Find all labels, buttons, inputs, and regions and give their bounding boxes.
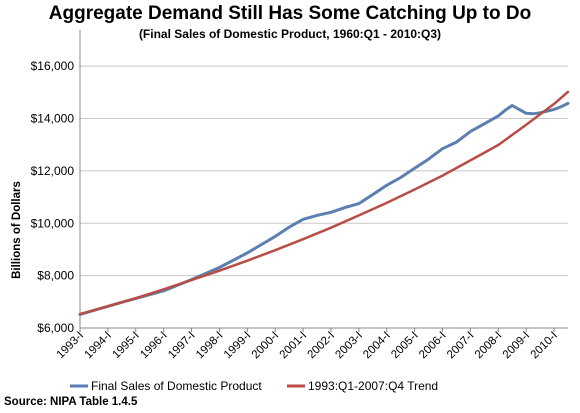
chart-subtitle: (Final Sales of Domestic Product, 1960:Q… [138,27,442,41]
x-tick-label: 2006-I [417,330,449,362]
legend: Final Sales of Domestic Product 1993:Q1-2… [70,379,438,393]
y-tick-labels: $6,000 $8,000 $10,000 $12,000 $14,000 $16,000 [31,59,75,335]
x-tick-label: 1997-I [166,330,198,362]
x-tick-labels: 1993-I1994-I1995-I1996-I1997-I1998-I1999… [55,330,561,362]
x-tick-label: 1999-I [222,330,254,362]
y-tick-label: $14,000 [31,112,75,126]
x-tick-label: 2002-I [306,330,338,362]
series-line [78,101,570,316]
x-tick-label: 2005-I [389,330,421,362]
source-note: Source: NIPA Table 1.4.5 [4,396,138,408]
y-tick-label: $10,000 [31,216,75,230]
x-tick-label: 1994-I [82,330,114,362]
x-tick-label: 1998-I [194,330,226,362]
x-tick-label: 2008-I [473,330,505,362]
axes [79,30,568,332]
y-tick-label: $8,000 [37,269,74,283]
gridlines [80,65,568,277]
x-tick-label: 2001-I [278,330,310,362]
x-tick-label: 2007-I [445,330,477,362]
legend-entry-label: 1993:Q1-2007:Q4 Trend [308,379,438,393]
y-tick-label: $6,000 [37,321,74,335]
y-tick-label: $16,000 [31,59,75,73]
legend-entry-label: Final Sales of Domestic Product [91,379,262,393]
x-tick-label: 2000-I [250,330,282,362]
x-tick-label: 1996-I [138,330,170,362]
x-tick-label: 2009-I [501,330,533,362]
series-line [78,90,570,316]
series-lines [78,90,570,316]
y-tick-label: $12,000 [31,164,75,178]
chart-title: Aggregate Demand Still Has Some Catching… [48,3,532,24]
x-tick-label: 2004-I [361,330,393,362]
x-tick-label: 2003-I [333,330,365,362]
x-tick-label: 1995-I [110,330,142,362]
x-tick-label: 2010-I [529,330,561,362]
